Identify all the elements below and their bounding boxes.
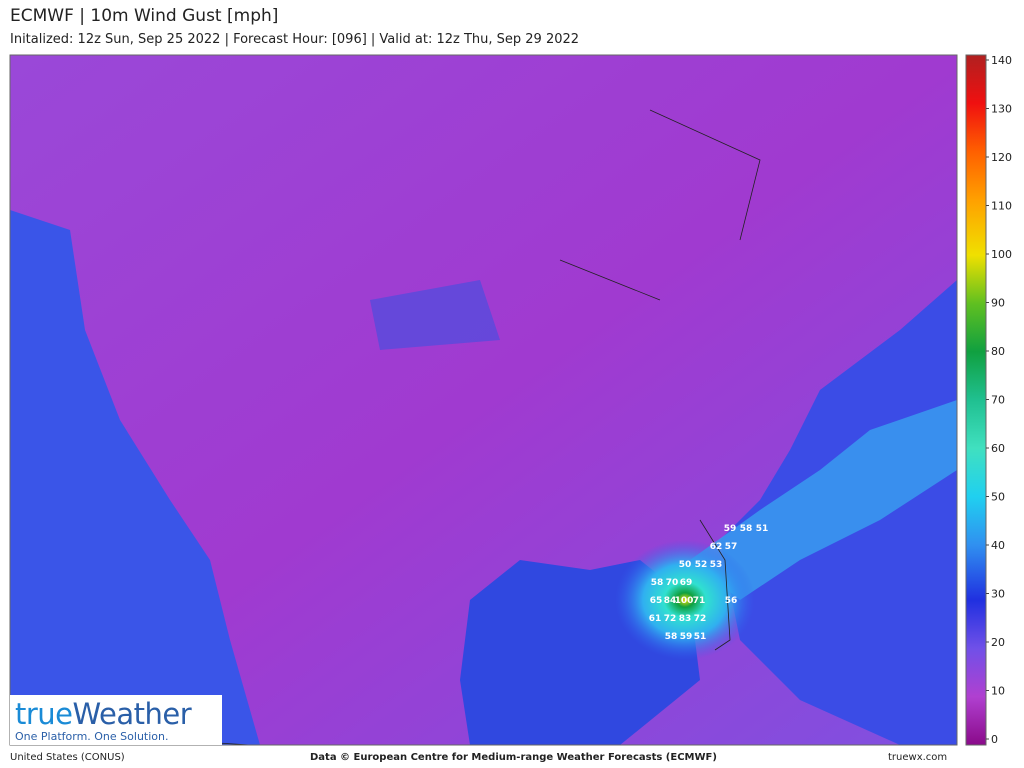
colorbar-tick-label: 20 xyxy=(991,636,1005,649)
gust-label: 84 xyxy=(664,596,677,606)
logo-brand: trueWeather xyxy=(15,697,192,731)
storm-band xyxy=(690,400,957,600)
logo: trueWeather One Platform. One Solution. xyxy=(10,695,222,745)
subtitle: Initalized: 12z Sun, Sep 25 2022 | Forec… xyxy=(10,32,580,47)
gust-label: 50 xyxy=(679,560,692,570)
colorbar-tick-label: 110 xyxy=(991,200,1012,213)
colorbar-tick-label: 10 xyxy=(991,685,1005,698)
gust-label: 72 xyxy=(664,614,677,624)
logo-brand-a: true xyxy=(15,697,73,731)
gust-label: 59 xyxy=(680,632,693,642)
gust-label: 51 xyxy=(756,524,769,534)
pacific xyxy=(10,210,260,745)
gust-label: 58 xyxy=(740,524,753,534)
footer-credit: Data © European Centre for Medium-range … xyxy=(310,752,717,763)
colorbar-tick-label: 70 xyxy=(991,394,1005,407)
colorbar-tick-label: 130 xyxy=(991,103,1012,116)
title: ECMWF | 10m Wind Gust [mph] xyxy=(10,6,279,26)
gust-label: 83 xyxy=(679,614,692,624)
colorbar-tick-label: 30 xyxy=(991,588,1005,601)
gust-label: 65 xyxy=(650,596,663,606)
gust-label: 70 xyxy=(666,578,679,588)
colorbar xyxy=(965,54,987,746)
colorbar-tick-label: 90 xyxy=(991,297,1005,310)
gust-label: 51 xyxy=(694,632,707,642)
gust-label: 62 xyxy=(710,542,723,552)
storm-core xyxy=(615,540,755,660)
gust-label: 56 xyxy=(725,596,738,606)
wind-streak xyxy=(370,280,500,350)
colorbar-tick-label: 140 xyxy=(991,54,1012,67)
gust-label: 61 xyxy=(649,614,662,624)
colorbar-tick-label: 120 xyxy=(991,151,1012,164)
gust-label: 58 xyxy=(651,578,664,588)
colorbar-tick-label: 50 xyxy=(991,491,1005,504)
gust-label: 72 xyxy=(694,614,707,624)
colorbar-tick-label: 100 xyxy=(991,248,1012,261)
gust-label: 52 xyxy=(695,560,708,570)
gust-label: 69 xyxy=(680,578,693,588)
colorbar-tick-label: 0 xyxy=(991,733,998,746)
gust-label: 100 xyxy=(675,596,694,606)
colorbar-tick-label: 60 xyxy=(991,442,1005,455)
logo-tagline: One Platform. One Solution. xyxy=(15,730,169,743)
logo-brand-b: Weather xyxy=(72,697,192,731)
colorbar-tick-label: 40 xyxy=(991,539,1005,552)
gust-label: 59 xyxy=(724,524,737,534)
colorbar-tick-label: 80 xyxy=(991,345,1005,358)
map-frame xyxy=(9,54,958,746)
gust-label: 58 xyxy=(665,632,678,642)
footer-site: truewx.com xyxy=(888,752,948,763)
gust-label: 57 xyxy=(725,542,738,552)
gust-label: 53 xyxy=(710,560,723,570)
gust-label: 71 xyxy=(693,596,706,606)
footer-region: United States (CONUS) xyxy=(10,752,125,763)
